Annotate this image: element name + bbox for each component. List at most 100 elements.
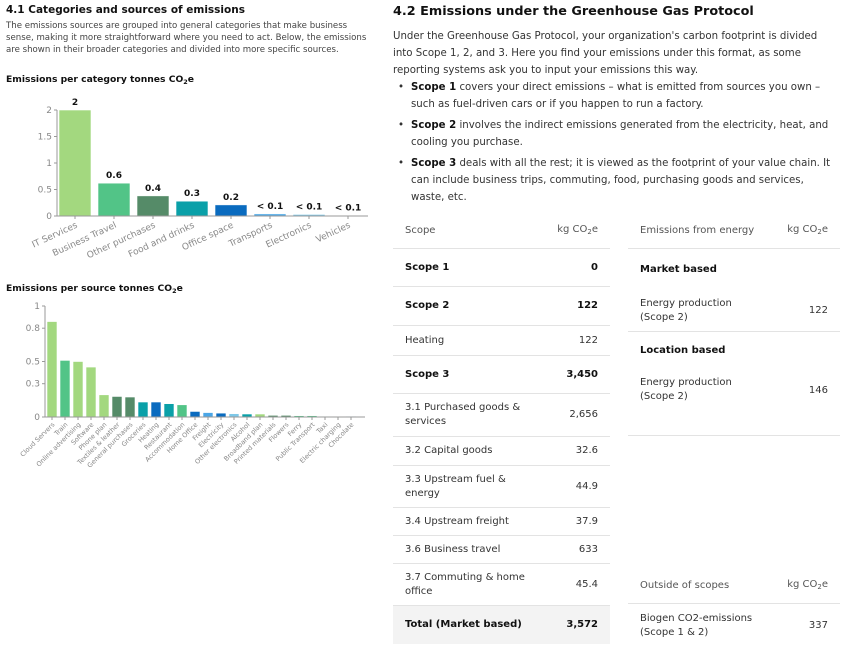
header-emissions-from-energy: Emissions from energy xyxy=(640,224,755,236)
y-tick-label: 0.8 xyxy=(26,324,41,334)
chart-title-end: e xyxy=(176,283,183,294)
row-value: 45.4 xyxy=(575,578,598,590)
table-row: 3.7 Commuting & home office 45.4 xyxy=(393,564,610,606)
chart-title-sub: 2 xyxy=(172,287,177,295)
section-title-4-2: 4.2 Emissions under the Greenhouse Gas P… xyxy=(393,4,754,19)
table-header: Outside of scopes kg CO2e xyxy=(628,568,840,604)
row-label: Total (Market based) xyxy=(405,619,522,630)
bullet-bold: Scope 1 xyxy=(411,82,457,93)
bullet-bold: Scope 2 xyxy=(411,120,457,131)
y-tick-label: 0.3 xyxy=(26,380,40,390)
table-row: Energy production (Scope 2) 122 xyxy=(628,290,840,332)
chart-title-text: Emissions per source tonnes CO xyxy=(6,283,173,294)
row-value: 122 xyxy=(577,300,598,311)
row-value: 44.9 xyxy=(575,480,598,492)
header-kg-co2e: kg CO2e xyxy=(787,578,828,591)
header-kg-co2e: kg CO2e xyxy=(787,223,828,236)
data-label: 0.2 xyxy=(223,193,239,203)
row-label: Heating xyxy=(405,334,445,346)
data-label: < 0.1 xyxy=(296,202,323,212)
y-tick-label: 1.5 xyxy=(38,133,52,143)
chart-title-text: Emissions per category tonnes CO xyxy=(6,74,184,85)
table-row: 3.3 Upstream fuel & energy 44.9 xyxy=(393,466,610,508)
section-title-4-1: 4.1 Categories and sources of emissions xyxy=(6,4,245,16)
section-description: The emissions sources are grouped into g… xyxy=(6,21,367,55)
row-label: Biogen CO2-emissions (Scope 1 & 2) xyxy=(640,613,753,638)
row-value: 146 xyxy=(808,385,828,396)
bullet-text: covers your direct emissions – what is e… xyxy=(411,82,821,110)
row-label: Market based xyxy=(640,263,717,275)
location-based-heading: Location based xyxy=(628,332,840,370)
row-label: 3.4 Upstream freight xyxy=(405,515,509,527)
bar xyxy=(215,412,227,418)
category-chart-title: Emissions per category tonnes CO2e xyxy=(6,74,194,86)
row-value: 32.6 xyxy=(575,445,598,456)
bar xyxy=(85,366,97,418)
row-value: 37.9 xyxy=(575,515,598,527)
market-based-heading: Market based xyxy=(628,249,840,290)
bar xyxy=(163,403,175,418)
table-row: 3.2 Capital goods 32.6 xyxy=(393,437,610,466)
row-label: 3.3 Upstream fuel & energy xyxy=(405,473,506,499)
bar xyxy=(137,401,149,418)
y-tick-label: 0.5 xyxy=(38,186,52,196)
data-label: 2 xyxy=(72,98,78,108)
bar xyxy=(150,401,162,418)
row-value: 122 xyxy=(578,334,598,346)
row-label: Location based xyxy=(640,345,726,356)
bar xyxy=(189,411,201,418)
row-value: 633 xyxy=(578,543,598,555)
row-label: Scope 1 xyxy=(405,261,450,273)
table-row: Scope 1 0 xyxy=(393,249,610,287)
bullet-text: involves the indirect emissions generate… xyxy=(411,120,829,148)
bullet-bold: Scope 3 xyxy=(411,158,457,169)
table-row: Total (Market based) 3,572 xyxy=(393,606,610,644)
y-tick-label: 1 xyxy=(34,302,40,312)
row-label: Energy production (Scope 2) xyxy=(640,297,732,323)
data-label: 0.6 xyxy=(106,171,122,181)
section-intro: Under the Greenhouse Gas Protocol, your … xyxy=(393,31,818,76)
data-label: < 0.1 xyxy=(335,203,362,213)
row-value: 337 xyxy=(808,620,828,631)
table-header: Emissions from energy kg CO2e xyxy=(628,213,840,249)
bar xyxy=(72,361,84,418)
row-value: 3,450 xyxy=(566,368,598,380)
bar xyxy=(98,394,110,418)
bar xyxy=(58,109,92,217)
table-row: 3.6 Business travel 633 xyxy=(393,536,610,564)
x-tick-label: Vehicles xyxy=(315,221,353,246)
bar xyxy=(124,396,136,418)
bar xyxy=(46,321,58,418)
y-tick-label: 0 xyxy=(46,212,52,222)
table-row: 3.4 Upstream freight 37.9 xyxy=(393,508,610,536)
row-value: 2,656 xyxy=(569,409,598,420)
data-label: < 0.1 xyxy=(257,202,284,212)
bullet-text: deals with all the rest; it is viewed as… xyxy=(411,158,831,203)
bar xyxy=(176,404,188,418)
y-tick-label: 0.5 xyxy=(26,358,40,368)
row-value: 122 xyxy=(808,304,828,316)
source-chart-title: Emissions per source tonnes CO2e xyxy=(6,283,183,295)
table-header: Scope kg CO2e xyxy=(393,213,610,249)
bar xyxy=(214,204,248,217)
bar xyxy=(175,200,209,217)
row-label: 3.1 Purchased goods & services xyxy=(405,402,521,427)
y-tick-label: 1 xyxy=(46,159,52,169)
table-row: Scope 2 122 xyxy=(393,287,610,326)
bullet-scope-3: Scope 3 deals with all the rest; it is v… xyxy=(393,155,838,206)
data-label: 0.3 xyxy=(184,189,200,199)
table-row: Biogen CO2-emissions (Scope 1 & 2) 337 xyxy=(628,606,840,646)
y-tick-label: 0 xyxy=(34,413,40,423)
bullet-scope-2: Scope 2 involves the indirect emissions … xyxy=(393,117,838,151)
bar xyxy=(202,412,214,418)
data-label: 0.4 xyxy=(145,184,161,194)
chart-title-sub: 2 xyxy=(183,78,188,86)
chart-title-end: e xyxy=(187,74,194,85)
scope-table: Scope kg CO2e Scope 1 0 Scope 2 122 Heating 1… xyxy=(393,213,610,653)
row-label: Scope 2 xyxy=(405,300,450,311)
header-outside-of-scopes: Outside of scopes xyxy=(640,579,730,591)
bar xyxy=(97,182,131,217)
y-tick-label: 2 xyxy=(46,106,52,116)
outside-scopes-table: Outside of scopes kg CO2e Biogen CO2-emi… xyxy=(628,568,840,648)
table-row: Energy production (Scope 2) 146 xyxy=(628,370,840,436)
